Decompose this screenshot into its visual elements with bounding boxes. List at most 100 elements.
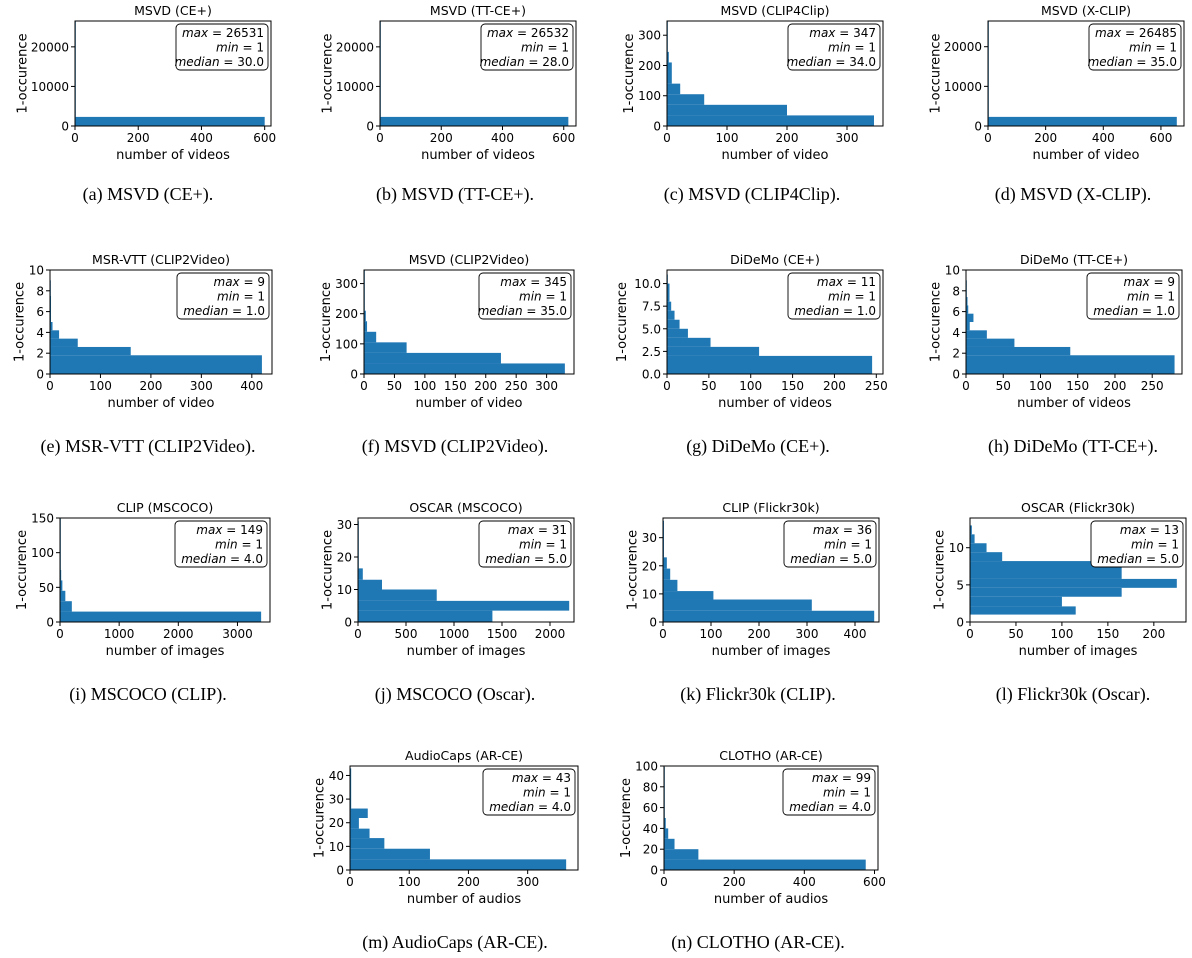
plot-frame xyxy=(349,765,579,871)
stats-median: median = 35.0 xyxy=(1088,55,1177,69)
x-tick-label: 250 xyxy=(865,379,888,393)
bar-4-5 xyxy=(50,296,52,322)
x-tick-label: 600 xyxy=(253,131,276,145)
x-axis-label: number of video xyxy=(721,148,828,163)
bar-5-0 xyxy=(364,363,565,374)
x-tick-label: 600 xyxy=(863,875,886,889)
x-tick-label: 0 xyxy=(360,379,368,393)
stats-max: max = 26531 xyxy=(182,26,264,40)
x-tick-label: 0 xyxy=(71,131,79,145)
bar-4-1 xyxy=(50,346,131,356)
x-tick-label: 300 xyxy=(836,131,859,145)
stats-min: min = 1 xyxy=(1131,538,1179,552)
bar-7-5 xyxy=(966,313,974,322)
x-axis-label: number of videos xyxy=(421,148,535,163)
bar-7-2 xyxy=(966,338,1015,347)
stats-box xyxy=(176,272,270,320)
x-tick-label: 50 xyxy=(387,379,402,393)
bar-7-3 xyxy=(966,330,987,339)
x-tick-label: 0 xyxy=(660,875,668,889)
stats-box xyxy=(783,520,877,568)
y-tick-label: 20000 xyxy=(944,40,982,54)
x-tick-label: 300 xyxy=(190,379,213,393)
stats-max: max = 11 xyxy=(817,275,876,289)
bar-0-0 xyxy=(75,116,265,126)
chart-panel-0: 0 200 400 600 0 10000 20000 MSVD (CE+) number of… xyxy=(16,3,277,205)
plot-frame xyxy=(363,269,575,375)
x-axis-label: number of video xyxy=(415,396,522,411)
stats-box xyxy=(175,23,269,71)
figure-caption: (f) MSVD (CLIP2Video). xyxy=(362,436,548,457)
bar-12-3 xyxy=(350,828,370,839)
bar-8-4 xyxy=(60,570,62,581)
y-tick-label: 7.5 xyxy=(642,300,661,314)
x-tick-label: 200 xyxy=(1034,131,1057,145)
y-tick-label: 8 xyxy=(36,284,44,298)
bar-4-2 xyxy=(50,338,78,347)
bar-8-3 xyxy=(60,580,63,591)
stats-median: median = 5.0 xyxy=(790,552,872,566)
chart-title: MSVD (CLIP4Clip) xyxy=(720,3,829,18)
y-tick-label: 100 xyxy=(31,546,54,560)
y-tick-label: 4 xyxy=(952,326,960,340)
y-tick-label: 0 xyxy=(956,616,964,630)
bar-6-6 xyxy=(667,301,672,311)
stats-max: max = 347 xyxy=(809,26,876,40)
bar-13-1 xyxy=(664,849,699,860)
stats-median: median = 34.0 xyxy=(787,55,876,69)
x-tick-label: 100 xyxy=(413,379,436,393)
x-tick-label: 3000 xyxy=(222,627,253,641)
chart-title: MSVD (TT-CE+) xyxy=(430,3,526,18)
y-axis-label: 1-occurence xyxy=(932,530,947,610)
y-tick-label: 300 xyxy=(638,29,661,43)
stats-max: max = 345 xyxy=(500,275,567,289)
chart-title: CLOTHO (AR-CE) xyxy=(719,748,823,763)
x-tick-label: 300 xyxy=(535,379,558,393)
x-tick-label: 0 xyxy=(984,131,992,145)
x-tick-label: 150 xyxy=(1096,627,1119,641)
plot-frame xyxy=(379,20,577,127)
bar-13-3 xyxy=(664,828,669,839)
chart-panel-2: 0 100 200 300 0 100 200 300 MSVD (CLIP4Clip) numb… xyxy=(622,3,884,205)
x-tick-label: 250 xyxy=(1141,379,1164,393)
y-axis-label: 1-occurence xyxy=(12,282,27,362)
stats-min: min = 1 xyxy=(523,786,571,800)
stats-min: min = 1 xyxy=(217,290,265,304)
y-tick-label: 8 xyxy=(952,284,960,298)
stats-max: max = 31 xyxy=(508,523,567,537)
stats-median: median = 30.0 xyxy=(175,55,264,69)
x-tick-label: 0 xyxy=(663,131,671,145)
chart-title: OSCAR (Flickr30k) xyxy=(1021,500,1135,515)
y-tick-label: 0 xyxy=(350,368,358,382)
x-tick-label: 200 xyxy=(430,131,453,145)
stats-box xyxy=(1086,272,1180,320)
stats-max: max = 149 xyxy=(196,523,263,537)
y-tick-label: 0 xyxy=(649,616,657,630)
y-tick-label: 10 xyxy=(949,541,964,555)
x-tick-label: 50 xyxy=(1008,627,1023,641)
y-tick-label: 30 xyxy=(329,793,344,807)
bar-13-2 xyxy=(664,838,675,850)
y-tick-label: 10 xyxy=(945,264,960,278)
y-axis-label: 1-occurence xyxy=(625,530,640,610)
figure-caption: (b) MSVD (TT-CE+). xyxy=(376,184,534,205)
y-tick-label: 0 xyxy=(336,864,344,878)
plot-frame xyxy=(965,269,1183,375)
x-axis-label: number of video xyxy=(107,396,214,411)
bar-9-2 xyxy=(358,589,437,601)
x-tick-label: 250 xyxy=(505,379,528,393)
stats-box xyxy=(480,23,574,71)
bar-10-0 xyxy=(663,610,875,622)
y-tick-label: 10 xyxy=(642,587,657,601)
y-tick-label: 300 xyxy=(335,277,358,291)
stats-min: min = 1 xyxy=(216,41,264,55)
y-tick-label: 0 xyxy=(366,120,374,134)
x-tick-label: 100 xyxy=(398,875,421,889)
x-tick-label: 200 xyxy=(1104,379,1127,393)
chart-panel-6: 0 50 100 150 200 250 0.0 2.5 5.0 7.5 10.0 DiDeMo (C… xyxy=(615,252,888,457)
bar-2-1 xyxy=(667,104,787,116)
chart-panel-7: 0 50 100 150 200 250 0 2 4 6 8 10 DiDeMo (TT-CE+) num… xyxy=(928,252,1183,457)
x-tick-label: 500 xyxy=(395,627,418,641)
x-axis-label: number of videos xyxy=(116,148,230,163)
x-tick-label: 100 xyxy=(1050,627,1073,641)
